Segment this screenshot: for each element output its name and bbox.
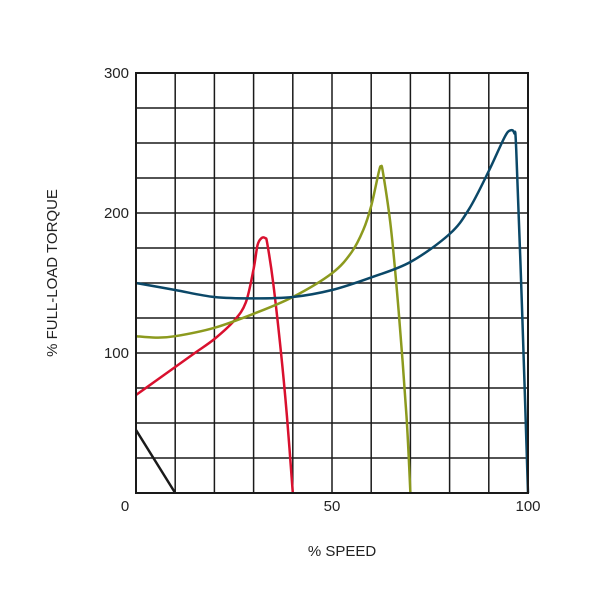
series-line-olive <box>135 164 412 494</box>
y-tick-label: 100 <box>104 345 129 362</box>
grid <box>135 72 529 494</box>
x-tick-label: 0 <box>121 498 129 515</box>
tick-labels: 0 50 100 100 200 300 <box>104 65 541 515</box>
x-tick-label: 100 <box>515 498 540 515</box>
series-group <box>134 128 530 494</box>
plot-frame <box>135 72 529 494</box>
series-line-red <box>135 236 295 494</box>
series-line-black <box>134 429 177 494</box>
y-axis-label: % FULL-LOAD TORQUE <box>44 189 61 357</box>
y-tick-label: 300 <box>104 65 129 82</box>
series-line-blue <box>135 128 530 494</box>
y-tick-label: 200 <box>104 205 129 222</box>
x-axis-label: % SPEED <box>308 543 377 560</box>
x-tick-label: 50 <box>324 498 341 515</box>
